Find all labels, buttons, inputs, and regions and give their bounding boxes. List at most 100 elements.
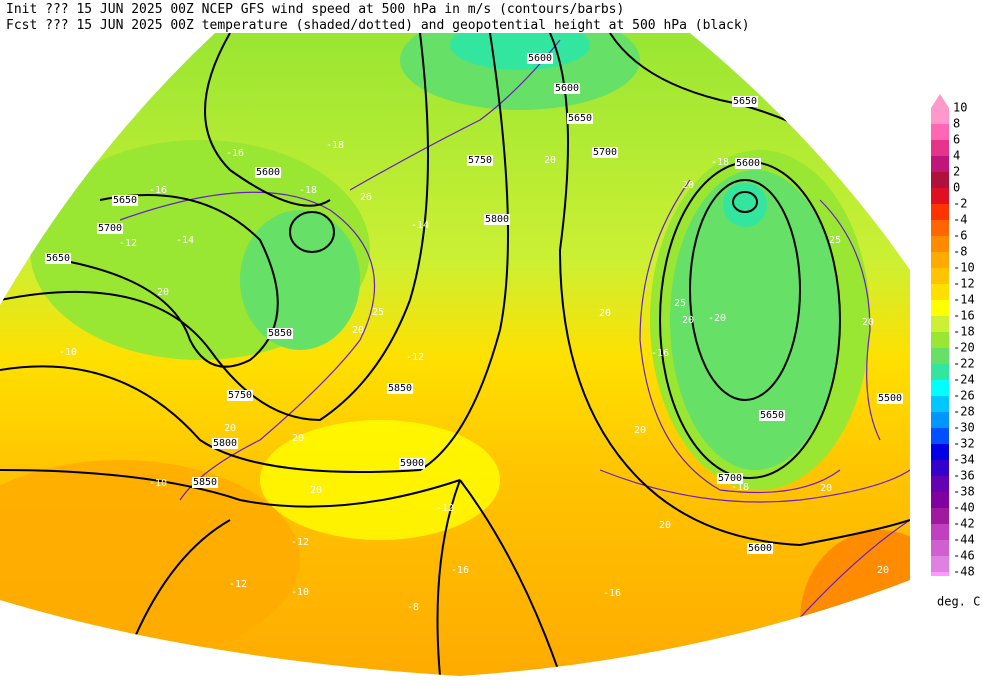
colorbar-box: [931, 492, 949, 508]
height-label: 5800: [485, 214, 509, 225]
colorbar: 10 8 6 4 2 0 -2 -4 -6 -8 -10 -12 -14 -16 -18 -20 -22 -24 -…: [931, 94, 975, 579]
colorbar-label: -42: [953, 517, 975, 531]
colorbar-box: [931, 444, 949, 460]
label-background: [398, 458, 426, 469]
colorbar-box: [931, 460, 949, 476]
label-background: [716, 473, 744, 484]
colorbar-label: -18: [953, 325, 975, 339]
colorbar-label: -44: [953, 533, 975, 547]
colorbar-box: [931, 348, 949, 364]
label-background: [734, 158, 762, 169]
colorbar-box: [931, 508, 949, 524]
label-background: [266, 328, 294, 339]
colorbar-box: [931, 268, 949, 284]
colorbar-label: -26: [953, 389, 975, 403]
header-line: Fcst ??? 15 JUN 2025 00Z temperature (sh…: [6, 18, 750, 33]
height-label: 5600: [555, 83, 579, 94]
colorbar-label: -48: [953, 565, 975, 579]
colorbar-label: 2: [953, 165, 960, 179]
temperature-label: -18: [711, 157, 729, 168]
height-label: 5700: [98, 223, 122, 234]
height-label: 5700: [718, 473, 742, 484]
temperature-label: -12: [291, 537, 309, 548]
colorbar-label: -46: [953, 549, 975, 563]
temperature-label: -10: [291, 587, 309, 598]
temperature-label: -18: [731, 482, 749, 493]
colorbar-unit: deg. C: [937, 595, 980, 609]
temperature-label: -14: [411, 220, 429, 231]
temperature-label: -12: [229, 579, 247, 590]
colorbar-label: -22: [953, 357, 975, 371]
height-label: 5650: [760, 410, 784, 421]
colorbar-label: 0: [953, 181, 960, 195]
temperature-label: -16: [603, 588, 621, 599]
colorbar-label: -12: [953, 277, 975, 291]
wind-label: 20: [352, 325, 364, 336]
height-label: 5750: [228, 390, 252, 401]
colorbar-box: [931, 140, 949, 156]
temperature-shading: [240, 210, 360, 350]
colorbar-label: -32: [953, 437, 975, 451]
temperature-shading: [450, 33, 590, 70]
label-background: [226, 390, 254, 401]
colorbar-label: 8: [953, 117, 960, 131]
colorbar-label: -40: [953, 501, 975, 515]
wind-label: 20: [820, 483, 832, 494]
height-label: 5600: [736, 158, 760, 169]
colorbar-box: [931, 396, 949, 412]
temperature-label: -16: [149, 185, 167, 196]
colorbar-label: -24: [953, 373, 975, 387]
wind-label: 20: [634, 425, 646, 436]
temperature-label: -12: [406, 352, 424, 363]
colorbar-box: [931, 236, 949, 252]
colorbar-label: -36: [953, 469, 975, 483]
temperature-label: -18: [299, 185, 317, 196]
height-label: 5600: [256, 167, 280, 178]
colorbar-box: [931, 188, 949, 204]
colorbar-box: [931, 252, 949, 268]
colorbar-box: [931, 556, 949, 572]
colorbar-box: [931, 524, 949, 540]
colorbar-box: [931, 476, 949, 492]
colorbar-label: 4: [953, 149, 960, 163]
colorbar-box: [931, 124, 949, 140]
colorbar-label: -34: [953, 453, 975, 467]
label-background: [254, 167, 282, 178]
colorbar-box: [931, 572, 949, 576]
colorbar-label: -30: [953, 421, 975, 435]
wind-label: 20: [659, 520, 671, 531]
label-background: [876, 393, 904, 404]
wind-label: 20: [544, 155, 556, 166]
colorbar-box: [931, 220, 949, 236]
map-labels: 5600 5650 5700 5650 5850 5750 5800 5850 5900 5850…: [44, 53, 904, 613]
colorbar-box: [931, 172, 949, 188]
height-label: 5650: [113, 195, 137, 206]
wind-label: 20: [877, 565, 889, 576]
height-label: 5650: [733, 96, 757, 107]
label-background: [211, 438, 239, 449]
wind-label: 20: [682, 180, 694, 191]
temperature-shading: [260, 420, 500, 540]
colorbar-label: -16: [953, 309, 975, 323]
wind-label: 20: [157, 287, 169, 298]
label-background: [386, 383, 414, 394]
colorbar-box: [931, 412, 949, 428]
temperature-shading: [723, 183, 767, 227]
colorbar-box: [931, 156, 949, 172]
label-background: [566, 113, 594, 124]
colorbar-box: [931, 284, 949, 300]
temperature-shading: [670, 170, 840, 470]
temperature-label: -16: [451, 565, 469, 576]
map-area: [0, 33, 910, 676]
wind-label: 20: [310, 485, 322, 496]
colorbar-label: -20: [953, 341, 975, 355]
colorbar-arrow: [931, 94, 949, 108]
colorbar-label: -4: [953, 213, 967, 227]
colorbar-label: -10: [953, 261, 975, 275]
colorbar-box: [931, 204, 949, 220]
height-label: 5850: [268, 328, 292, 339]
label-background: [44, 253, 72, 264]
label-background: [96, 223, 124, 234]
colorbar-box: [931, 108, 949, 124]
